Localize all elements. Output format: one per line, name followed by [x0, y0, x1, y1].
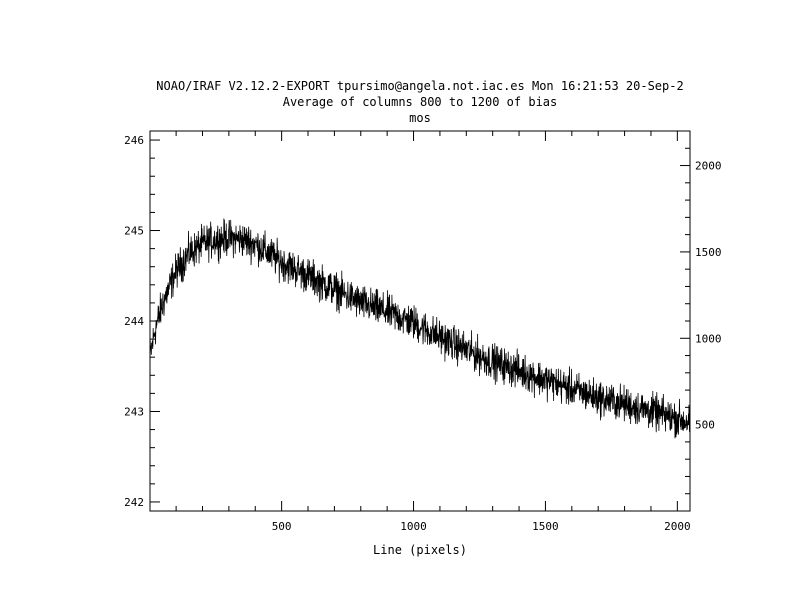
plot-frame: [149, 130, 691, 512]
y-tick-label: 242: [124, 496, 144, 509]
data-series-line: [149, 218, 691, 439]
y2-tick-label: 2000: [695, 160, 722, 173]
x-tick-label: 2000: [664, 520, 691, 533]
plot-title: Average of columns 800 to 1200 of bias: [282, 95, 558, 109]
y-tick-label: 244: [124, 315, 144, 328]
plot-header-line1: NOAO/IRAF V2.12.2-EXPORT tpursimo@angela…: [156, 79, 684, 93]
y-tick-label: 245: [124, 225, 144, 238]
x-tick-label: 1000: [400, 520, 427, 533]
x-tick-label: 500: [272, 520, 292, 533]
y2-tick-label: 1000: [695, 332, 722, 345]
y-tick-label: 246: [124, 134, 144, 147]
y2-tick-label: 1500: [695, 246, 722, 259]
y2-tick-label: 500: [695, 419, 715, 432]
plot-subtitle: mos: [409, 111, 431, 125]
x-axis-label: Line (pixels): [373, 543, 467, 557]
y-tick-label: 243: [124, 405, 144, 418]
x-tick-label: 1500: [532, 520, 559, 533]
